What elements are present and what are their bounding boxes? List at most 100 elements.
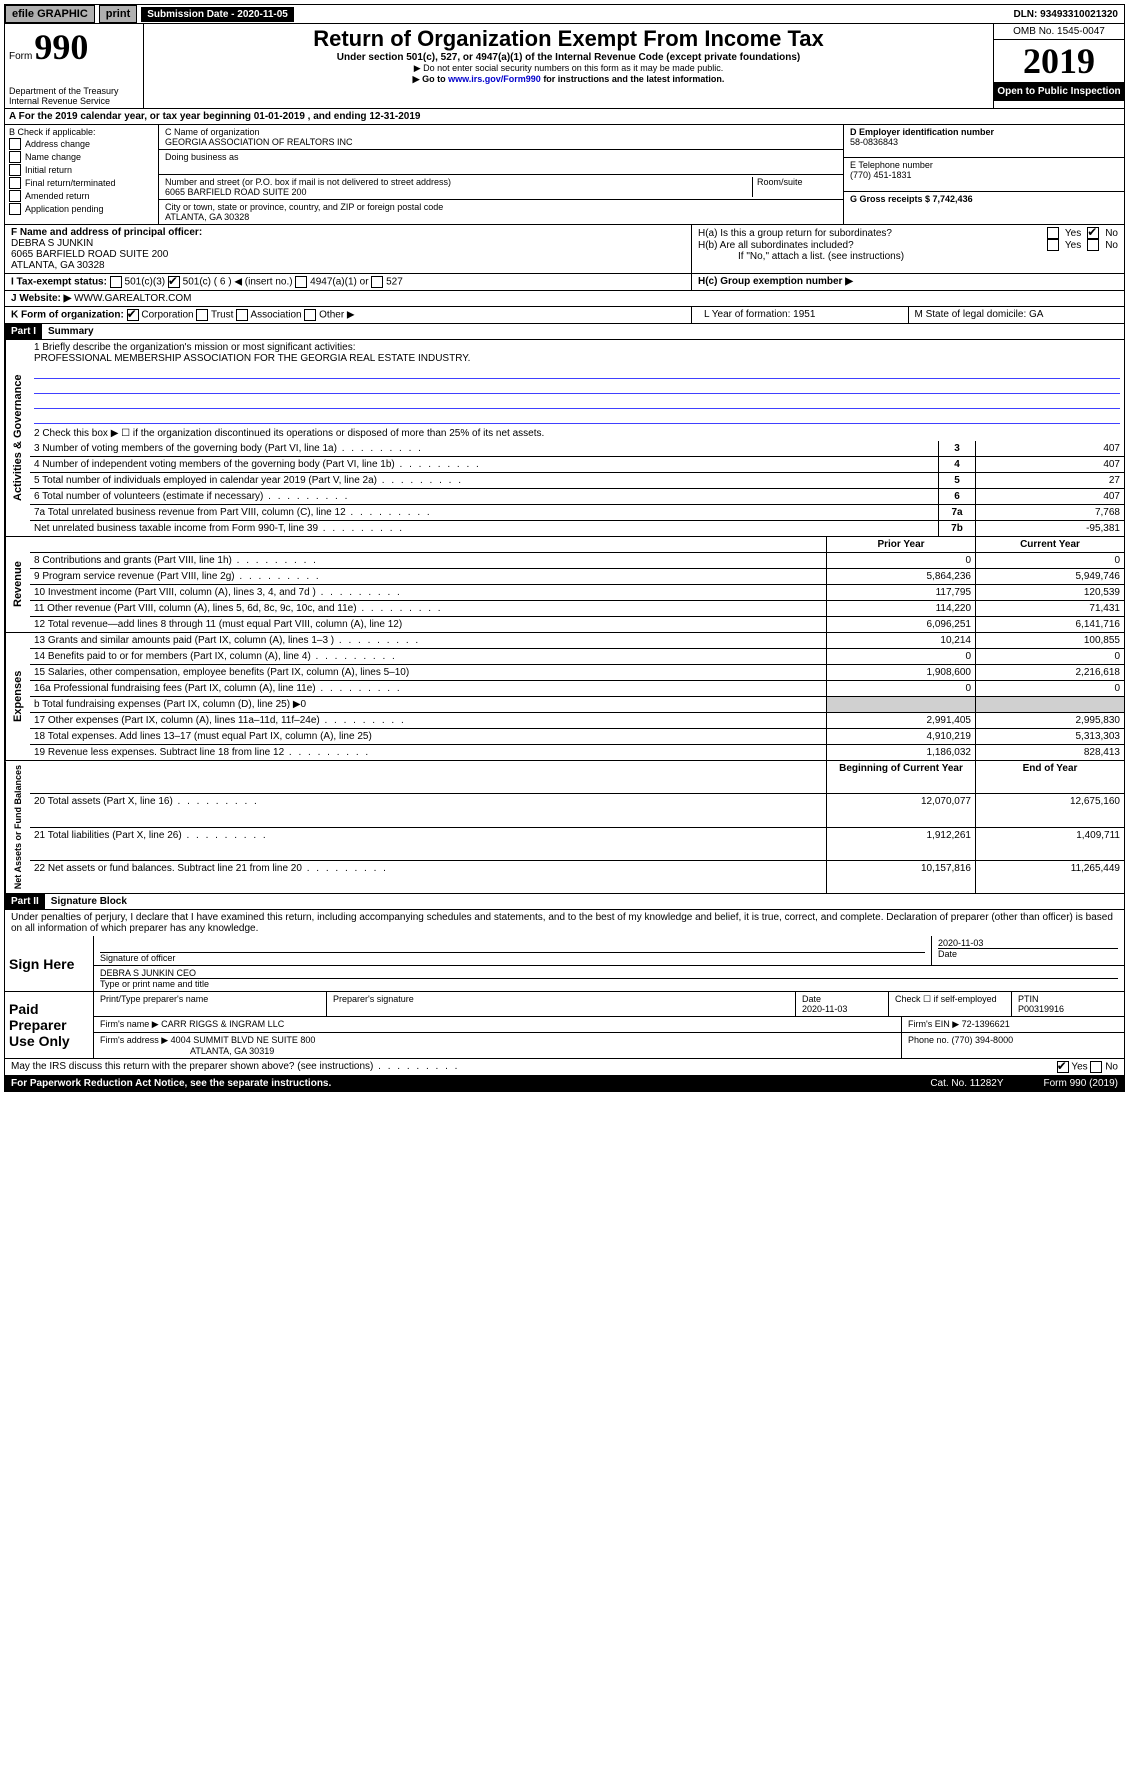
firm-name-lbl: Firm's name ▶: [100, 1019, 159, 1029]
chk-assoc[interactable]: [236, 309, 248, 321]
officer-name: DEBRA S JUNKIN: [11, 238, 93, 249]
c8: 0: [976, 553, 1125, 569]
n7a: 7a: [939, 505, 976, 521]
part2-title: Signature Block: [45, 894, 133, 909]
hb-no[interactable]: [1087, 239, 1099, 251]
sig-date: 2020-11-03: [938, 938, 1118, 949]
row-klm: K Form of organization: Corporation Trus…: [4, 307, 1125, 324]
v6: 407: [976, 489, 1125, 505]
chk-corp[interactable]: [127, 309, 139, 321]
row-a-period: A For the 2019 calendar year, or tax yea…: [4, 109, 1125, 125]
line3: 3 Number of voting members of the govern…: [30, 441, 939, 457]
line4: 4 Number of independent voting members o…: [30, 457, 939, 473]
discuss-yes[interactable]: [1057, 1061, 1069, 1073]
form-title: Return of Organization Exempt From Incom…: [150, 26, 987, 52]
ha-no[interactable]: [1087, 227, 1099, 239]
lbl-501c: 501(c) ( 6 ) ◀ (insert no.): [183, 277, 293, 288]
p17: 2,991,405: [827, 713, 976, 729]
p20: 12,070,077: [827, 794, 976, 828]
chk-other[interactable]: [304, 309, 316, 321]
c-name-label: C Name of organization: [165, 127, 837, 137]
vlabel-expenses: Expenses: [5, 633, 30, 760]
chk-4947[interactable]: [295, 276, 307, 288]
part1-header: Part I Summary: [4, 324, 1125, 340]
chk-name[interactable]: [9, 151, 21, 163]
c19: 828,413: [976, 745, 1125, 761]
discuss-no[interactable]: [1090, 1061, 1102, 1073]
n3: 3: [939, 441, 976, 457]
form-label: Form 990 (2019): [1044, 1078, 1118, 1089]
f-label: F Name and address of principal officer:: [11, 227, 202, 238]
expenses-section: Expenses 13 Grants and similar amounts p…: [4, 633, 1125, 761]
chk-501c[interactable]: [168, 276, 180, 288]
line17: 17 Other expenses (Part IX, column (A), …: [30, 713, 827, 729]
n6: 6: [939, 489, 976, 505]
section-bcdeg: B Check if applicable: Address change Na…: [4, 125, 1125, 225]
chk-trust[interactable]: [196, 309, 208, 321]
discuss-yes-lbl: Yes: [1071, 1062, 1087, 1073]
lbl-other: Other ▶: [319, 310, 354, 321]
n4: 4: [939, 457, 976, 473]
officer-addr1: 6065 BARFIELD ROAD SUITE 200: [11, 249, 168, 260]
lbl-trust: Trust: [211, 310, 233, 321]
c9: 5,949,746: [976, 569, 1125, 585]
line1-value: PROFESSIONAL MEMBERSHIP ASSOCIATION FOR …: [34, 353, 1120, 364]
line22: 22 Net assets or fund balances. Subtract…: [30, 861, 827, 894]
form-subtitle: Under section 501(c), 527, or 4947(a)(1)…: [150, 52, 987, 63]
p11: 114,220: [827, 601, 976, 617]
prep-sig-lbl: Preparer's signature: [333, 994, 414, 1004]
omb-number: OMB No. 1545-0047: [994, 24, 1124, 40]
lbl-corp: Corporation: [141, 310, 193, 321]
cat-no: Cat. No. 11282Y: [930, 1078, 1003, 1089]
part1-title: Summary: [42, 324, 100, 339]
p18: 4,910,219: [827, 729, 976, 745]
hb-yes[interactable]: [1047, 239, 1059, 251]
chk-pending[interactable]: [9, 203, 21, 215]
city-label: City or town, state or province, country…: [165, 202, 837, 212]
lbl-527: 527: [386, 277, 403, 288]
chk-initial[interactable]: [9, 164, 21, 176]
c17: 2,995,830: [976, 713, 1125, 729]
firm-ein-lbl: Firm's EIN ▶: [908, 1019, 959, 1029]
part1-label: Part I: [5, 324, 42, 339]
vlabel-governance: Activities & Governance: [5, 340, 30, 536]
discuss-row: May the IRS discuss this return with the…: [4, 1059, 1125, 1076]
p10: 117,795: [827, 585, 976, 601]
org-address: 6065 BARFIELD ROAD SUITE 200: [165, 187, 748, 197]
org-city: ATLANTA, GA 30328: [165, 212, 837, 222]
ha-no-lbl: No: [1105, 228, 1118, 239]
website: WWW.GAREALTOR.COM: [74, 293, 191, 304]
c18: 5,313,303: [976, 729, 1125, 745]
chk-amended[interactable]: [9, 190, 21, 202]
l-year: L Year of formation: 1951: [698, 307, 909, 323]
form990-link[interactable]: www.irs.gov/Form990: [448, 74, 541, 84]
hb-no-lbl: No: [1105, 240, 1118, 251]
firm-name: CARR RIGGS & INGRAM LLC: [161, 1019, 284, 1029]
lbl-pending: Application pending: [25, 204, 104, 214]
print-button[interactable]: print: [99, 5, 137, 23]
chk-address[interactable]: [9, 138, 21, 150]
org-name: GEORGIA ASSOCIATION OF REALTORS INC: [165, 137, 837, 147]
irs-label: Internal Revenue Service: [9, 96, 139, 106]
chk-527[interactable]: [371, 276, 383, 288]
lbl-initial: Initial return: [25, 165, 72, 175]
line11: 11 Other revenue (Part VIII, column (A),…: [30, 601, 827, 617]
line12: 12 Total revenue—add lines 8 through 11 …: [30, 617, 827, 633]
p22: 10,157,816: [827, 861, 976, 894]
row-i: I Tax-exempt status: 501(c)(3) 501(c) ( …: [4, 274, 1125, 291]
ha-yes[interactable]: [1047, 227, 1059, 239]
p16b: [827, 697, 976, 713]
ptin-lbl: PTIN: [1018, 994, 1039, 1004]
c20: 12,675,160: [976, 794, 1125, 828]
chk-501c3[interactable]: [110, 276, 122, 288]
hb-yes-lbl: Yes: [1065, 240, 1081, 251]
note-ssn: ▶ Do not enter social security numbers o…: [150, 63, 987, 74]
chk-final[interactable]: [9, 177, 21, 189]
c16b: [976, 697, 1125, 713]
n7b: 7b: [939, 521, 976, 537]
ha-label: H(a) Is this a group return for subordin…: [698, 228, 1041, 239]
dept-treasury: Department of the Treasury: [9, 86, 139, 96]
lbl-4947: 4947(a)(1) or: [310, 277, 368, 288]
governance-section: Activities & Governance 1 Briefly descri…: [4, 340, 1125, 537]
line13: 13 Grants and similar amounts paid (Part…: [30, 633, 827, 649]
